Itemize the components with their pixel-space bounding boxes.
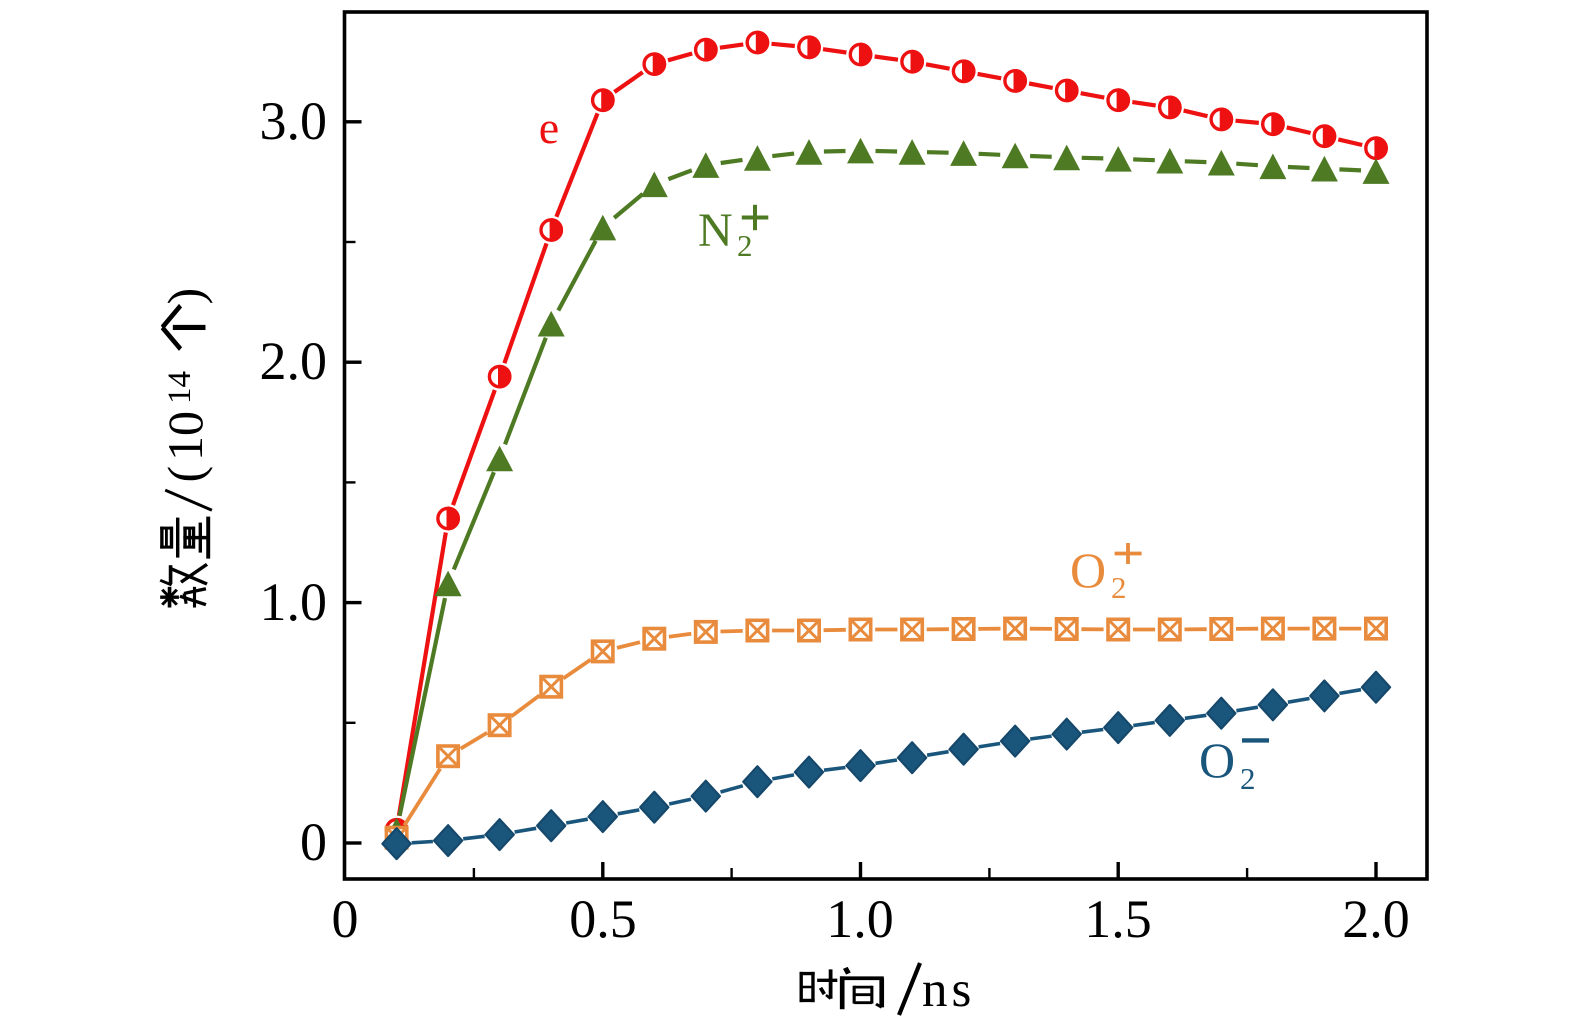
svg-text:2.0: 2.0: [260, 331, 328, 391]
svg-text:O: O: [1070, 542, 1106, 598]
svg-text:2: 2: [737, 228, 753, 263]
svg-text:ns: ns: [922, 962, 975, 1018]
svg-text:2: 2: [1111, 570, 1127, 605]
svg-text:3.0: 3.0: [260, 91, 328, 151]
svg-text:0: 0: [300, 812, 327, 872]
svg-text:2.0: 2.0: [1342, 889, 1410, 949]
svg-text:e: e: [539, 102, 559, 153]
svg-text:0: 0: [332, 889, 359, 949]
svg-text:2: 2: [1240, 761, 1256, 796]
svg-text:14: 14: [162, 371, 198, 404]
svg-text:(: (: [157, 466, 213, 483]
svg-text:1.0: 1.0: [826, 889, 894, 949]
svg-text:1.0: 1.0: [260, 572, 328, 632]
svg-text:N: N: [698, 204, 733, 257]
svg-text:10: 10: [157, 411, 213, 461]
svg-text:O: O: [1199, 732, 1235, 788]
svg-text:0.5: 0.5: [569, 889, 637, 949]
svg-text:1.5: 1.5: [1084, 889, 1152, 949]
svg-text:): ): [157, 288, 213, 305]
